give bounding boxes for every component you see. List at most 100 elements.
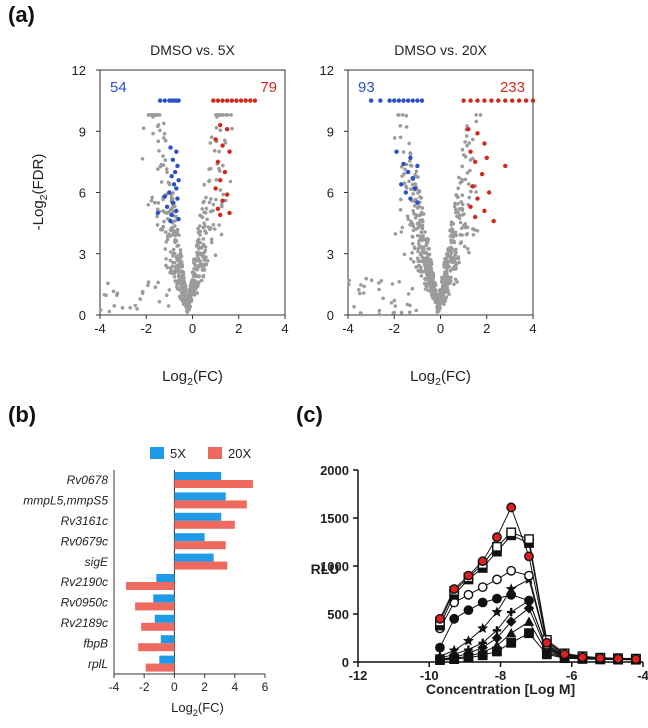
down-point [415,98,420,103]
ns-point [408,310,412,315]
ns-point [437,294,441,299]
x-tick-label: -4 [109,680,120,694]
ns-point [454,261,458,265]
down-point [164,204,170,209]
ns-point [457,216,462,221]
ns-point [203,211,208,215]
bar-20X-fbpB [138,643,175,652]
ns-point [414,227,418,231]
ns-point [416,191,420,195]
ns-point [401,150,406,154]
dose-response-chart: 0 500 1000 1500 2000 -12 -10 -8 -6 -4 RLU Concentra… [311,463,648,697]
ns-point [469,189,473,194]
ns-points [98,113,234,314]
up-point [482,141,487,146]
down-point [168,145,173,150]
ns-point [217,113,221,117]
up-count-label: 79 [260,79,277,96]
ns-point [445,261,449,266]
ns-point [455,280,459,284]
ns-point [166,210,171,214]
category-label: Rv2189c [61,616,108,630]
ns-point [198,224,202,228]
ns-point [462,153,466,157]
ns-point [450,247,454,251]
point-black-circle [463,605,474,616]
y-tick-label: 1000 [320,559,349,574]
ns-point [201,274,206,279]
ns-point [406,217,411,221]
down-point [174,208,179,214]
ns-point [135,307,139,311]
ns-point [217,223,221,227]
point-open-square [492,541,502,552]
ns-point [199,278,204,283]
ns-point [358,311,363,315]
x-tick-label: -4 [342,321,354,336]
ns-point [207,179,211,184]
ns-point [444,278,449,283]
ns-point [478,113,483,117]
point-open-circle [492,574,502,585]
point-red-circle [630,654,641,665]
ns-point [459,240,464,244]
bar-x-label: Log2(FC) [171,700,224,718]
point-triangle [491,640,503,650]
ns-point [462,244,467,249]
down-point [410,176,415,181]
up-point [475,131,480,136]
ns-point [389,301,394,305]
ns-point [171,191,175,195]
up-point [468,98,473,103]
ns-point [405,214,410,218]
down-point [170,200,176,205]
up-point [218,212,223,218]
up-point [224,127,230,132]
bar-20X-rplL [145,663,175,672]
ns-point [150,195,154,200]
ns-point [448,234,453,238]
x-tick-label: 2 [483,321,490,336]
ns-point [403,167,407,172]
y-tick-label: 0 [342,655,349,670]
ns-point [173,279,177,283]
down-point [171,182,177,187]
ns-point [408,223,412,227]
ns-point [457,260,462,265]
ns-point [352,305,356,309]
ns-point [174,232,178,237]
ns-point [419,267,423,272]
up-point [475,98,480,103]
ns-point [425,256,430,260]
ns-point [377,308,382,313]
ns-point [193,291,197,295]
point-open-circle [463,589,474,600]
down-point [415,163,420,169]
down-point [174,149,179,154]
ns-point [437,304,441,309]
ns-point [140,291,145,296]
ns-point [175,285,179,289]
ns-point [445,286,450,290]
y-tick-label: 1500 [320,511,349,526]
ns-point [427,246,432,251]
ns-point [181,299,185,304]
bar-5X-mmpL5,mmpS5 [174,492,226,501]
ns-point [377,281,381,285]
bar-20X-Rv2189c [141,622,175,631]
ns-point [409,187,413,191]
ns-point [462,212,466,216]
down-point [412,186,418,191]
ns-point [208,141,213,145]
ns-point [452,282,456,287]
ns-point [146,283,150,288]
ns-point [465,171,470,175]
ns-point [176,254,180,259]
up-count-label: 233 [500,79,525,96]
ns-point [460,233,464,237]
point-red-circle [577,652,588,663]
ns-point [357,288,361,292]
ns-point [203,229,207,233]
ns-point [178,248,183,252]
